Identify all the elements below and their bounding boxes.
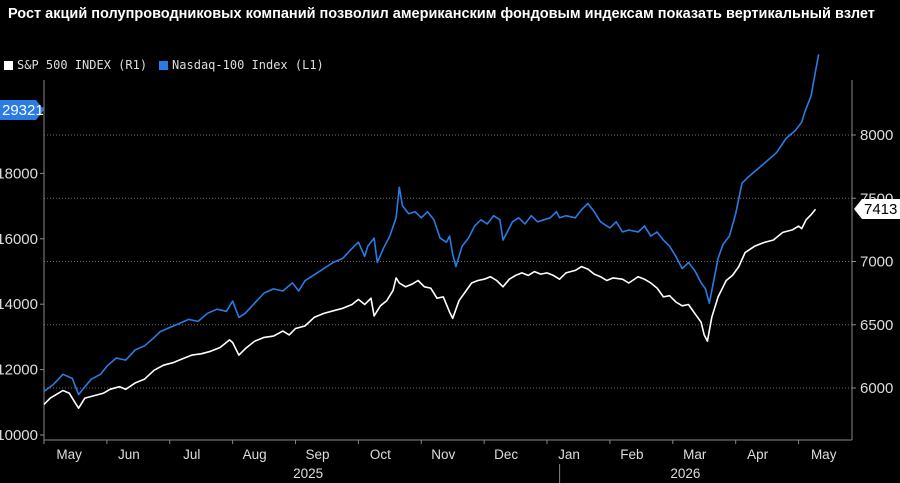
- series-lines: [43, 54, 820, 409]
- x-tick-label-jan-8: Jan: [558, 447, 580, 462]
- x-axis: May Jun Jul Aug Sep Oct Nov Dec Jan Feb Mar Apr May 2…: [43, 440, 837, 483]
- right-tick-label-6000: 6000: [860, 380, 893, 397]
- x-tick-label-sep-4: Sep: [306, 447, 330, 462]
- year-label-2026: 2026: [670, 466, 700, 481]
- left-axis: 20000180001600014000120001000029321: [0, 100, 44, 444]
- legend: S&P 500 INDEX (R1) Nasdaq-100 Index (L1): [4, 58, 330, 72]
- legend-item-nasdaq: Nasdaq-100 Index (L1): [159, 58, 324, 72]
- x-tick-label-aug-3: Aug: [243, 447, 267, 462]
- right-tick-label-6500: 6500: [860, 317, 893, 334]
- legend-label-nasdaq: Nasdaq-100 Index (L1): [172, 58, 324, 72]
- legend-item-sp500: S&P 500 INDEX (R1): [4, 58, 147, 72]
- left-tick-label-12000: 12000: [0, 362, 38, 379]
- nasdaq-badge-label: 29321: [2, 102, 44, 119]
- right-tick-label-7000: 7000: [860, 254, 893, 271]
- x-tick-label-oct-5: Oct: [370, 447, 391, 462]
- x-tick-label-apr-11: Apr: [747, 447, 769, 462]
- x-tick-label-may-0: May: [56, 447, 82, 462]
- x-tick-label-mar-10: Mar: [683, 447, 707, 462]
- plot-frame: [43, 80, 853, 441]
- grid-lines: [44, 134, 852, 389]
- x-tick-label-jul-2: Jul: [183, 447, 200, 462]
- x-tick-label-nov-6: Nov: [431, 447, 455, 462]
- left-tick-label-16000: 16000: [0, 231, 38, 248]
- year-label-2025: 2025: [293, 466, 323, 481]
- x-tick-label-may-12: May: [811, 447, 837, 462]
- nasdaq-series-line: [43, 54, 820, 396]
- legend-swatch-sp500: [4, 60, 13, 70]
- sp500-last-value-badge: 7413: [854, 199, 900, 219]
- left-tick-label-18000: 18000: [0, 165, 38, 182]
- left-tick-label-10000: 10000: [0, 427, 38, 444]
- nasdaq-badge-shape: [0, 100, 44, 120]
- x-tick-label-dec-7: Dec: [494, 447, 518, 462]
- sp500-series-line: [43, 208, 817, 409]
- nasdaq-last-value-badge: 29321: [0, 100, 44, 120]
- sp500-badge-label: 7413: [864, 201, 897, 218]
- left-tick-label-14000: 14000: [0, 296, 38, 313]
- x-tick-label-jun-1: Jun: [118, 447, 140, 462]
- x-tick-label-feb-9: Feb: [620, 447, 643, 462]
- right-tick-label-8000: 8000: [860, 127, 893, 144]
- sp500-badge-shape: [854, 199, 900, 219]
- legend-swatch-nasdaq: [159, 60, 169, 70]
- chart-title: Рост акций полупроводниковых компаний по…: [8, 6, 875, 22]
- legend-label-sp500: S&P 500 INDEX (R1): [17, 58, 148, 72]
